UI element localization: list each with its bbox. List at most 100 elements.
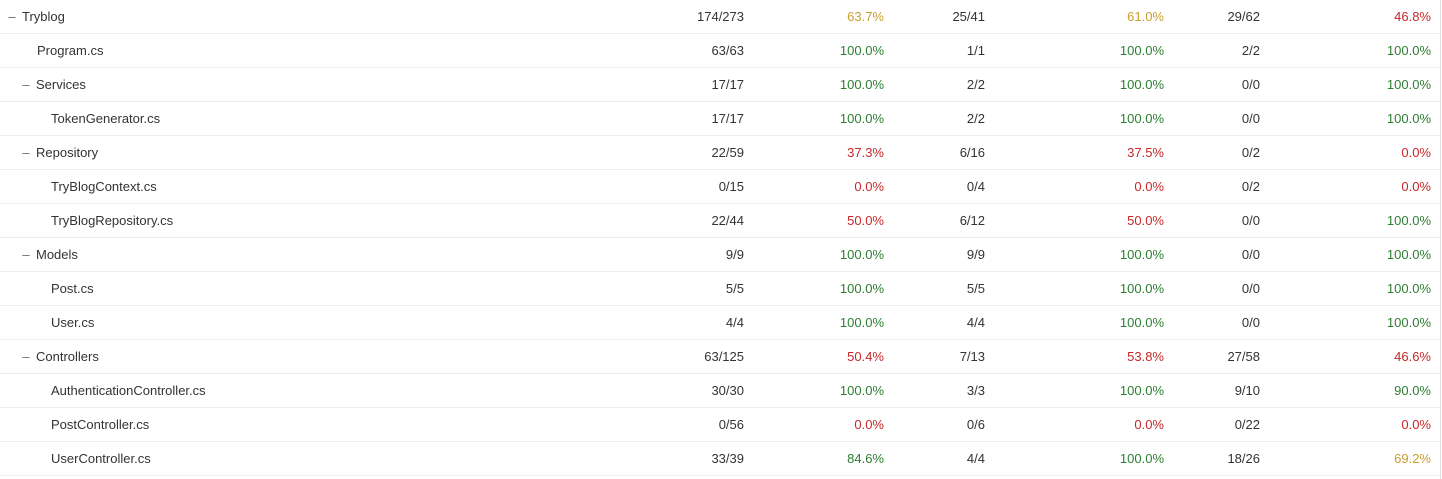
methods-covered: 2/2 <box>1241 43 1260 58</box>
branches-covered: 2/2 <box>966 77 985 92</box>
branches-covered: 0/4 <box>966 179 985 194</box>
methods-covered: 18/26 <box>1227 451 1260 466</box>
branches-percent: 0.0% <box>1134 417 1164 432</box>
lines-percent: 100.0% <box>839 111 884 126</box>
row-name-cell: User.cs <box>51 306 94 339</box>
lines-covered: 9/9 <box>725 247 744 262</box>
branches-percent: 100.0% <box>1119 111 1164 126</box>
branches-percent: 100.0% <box>1119 247 1164 262</box>
row-name-label: Models <box>36 247 78 262</box>
branches-covered: 4/4 <box>966 451 985 466</box>
table-row[interactable]: TryBlogRepository.cs 22/44 50.0% 6/12 50.0% 0… <box>0 204 1440 238</box>
branches-percent: 61.0% <box>1127 9 1164 24</box>
table-row[interactable]: AuthenticationController.cs 30/30 100.0% 3/… <box>0 374 1440 408</box>
methods-covered: 0/0 <box>1241 247 1260 262</box>
row-name-label: TokenGenerator.cs <box>51 111 161 126</box>
row-name-cell: PostController.cs <box>51 408 149 441</box>
methods-covered: 0/0 <box>1241 77 1260 92</box>
lines-covered: 0/15 <box>718 179 744 194</box>
branches-percent: 100.0% <box>1119 451 1164 466</box>
collapse-toggle-icon[interactable]: – <box>22 349 30 364</box>
branches-percent: 100.0% <box>1119 281 1164 296</box>
lines-percent: 50.0% <box>847 213 884 228</box>
table-row[interactable]: – Models 9/9 100.0% 9/9 100.0% 0/0 100.0% <box>0 238 1440 272</box>
table-row[interactable]: Program.cs 63/63 100.0% 1/1 100.0% 2/2 100.0% <box>0 34 1440 68</box>
branches-percent: 0.0% <box>1134 179 1164 194</box>
methods-covered: 0/2 <box>1241 179 1260 194</box>
lines-percent: 50.4% <box>847 349 884 364</box>
row-name-label: Program.cs <box>37 43 104 58</box>
methods-percent: 100.0% <box>1386 315 1431 330</box>
methods-percent: 69.2% <box>1394 451 1431 466</box>
table-row[interactable]: PostController.cs 0/56 0.0% 0/6 0.0% 0/22 0.0% <box>0 408 1440 442</box>
methods-percent: 100.0% <box>1386 247 1431 262</box>
lines-covered: 33/39 <box>711 451 744 466</box>
methods-percent: 100.0% <box>1386 43 1431 58</box>
table-row[interactable]: UserController.cs 33/39 84.6% 4/4 100.0% 18/2… <box>0 442 1440 476</box>
lines-percent: 37.3% <box>847 145 884 160</box>
methods-percent: 0.0% <box>1401 179 1431 194</box>
row-name-cell: Post.cs <box>51 272 94 305</box>
branches-covered: 1/1 <box>966 43 985 58</box>
table-row[interactable]: – Repository 22/59 37.3% 6/16 37.5% 0/2 0.0% <box>0 136 1440 170</box>
lines-covered: 5/5 <box>725 281 744 296</box>
vertical-divider <box>1440 0 1441 479</box>
row-name-cell: Program.cs <box>37 34 103 67</box>
row-name-label: Controllers <box>36 349 99 364</box>
lines-percent: 100.0% <box>839 315 884 330</box>
table-row[interactable]: – Tryblog 174/273 63.7% 25/41 61.0% 29/62 46.8% <box>0 0 1440 34</box>
methods-covered: 29/62 <box>1227 9 1260 24</box>
row-name-cell: AuthenticationController.cs <box>51 374 206 407</box>
row-name-cell: TryBlogRepository.cs <box>51 204 173 237</box>
methods-percent: 100.0% <box>1386 281 1431 296</box>
row-name-label: User.cs <box>51 315 95 330</box>
lines-percent: 100.0% <box>839 77 884 92</box>
branches-percent: 37.5% <box>1127 145 1164 160</box>
row-name-cell: – Repository <box>21 136 98 169</box>
row-name-cell: – Controllers <box>21 340 99 373</box>
row-name-label: Post.cs <box>51 281 94 296</box>
methods-percent: 100.0% <box>1386 111 1431 126</box>
branches-covered: 7/13 <box>959 349 985 364</box>
lines-percent: 100.0% <box>839 281 884 296</box>
row-name-label: AuthenticationController.cs <box>51 383 206 398</box>
methods-percent: 90.0% <box>1394 383 1431 398</box>
collapse-toggle-icon[interactable]: – <box>22 77 30 92</box>
lines-covered: 17/17 <box>711 77 744 92</box>
collapse-toggle-icon[interactable]: – <box>8 9 16 24</box>
methods-covered: 9/10 <box>1234 383 1260 398</box>
methods-percent: 100.0% <box>1386 77 1431 92</box>
row-name-cell: – Services <box>21 68 85 101</box>
methods-covered: 0/2 <box>1241 145 1260 160</box>
branches-covered: 4/4 <box>966 315 985 330</box>
lines-percent: 0.0% <box>854 417 884 432</box>
methods-covered: 27/58 <box>1227 349 1260 364</box>
table-row[interactable]: – Controllers 63/125 50.4% 7/13 53.8% 27/58 46.… <box>0 340 1440 374</box>
lines-covered: 22/44 <box>711 213 744 228</box>
table-row[interactable]: Post.cs 5/5 100.0% 5/5 100.0% 0/0 100.0% <box>0 272 1440 306</box>
table-row[interactable]: – Services 17/17 100.0% 2/2 100.0% 0/0 100.0% <box>0 68 1440 102</box>
table-row[interactable]: User.cs 4/4 100.0% 4/4 100.0% 0/0 100.0% <box>0 306 1440 340</box>
branches-percent: 100.0% <box>1119 383 1164 398</box>
row-name-label: PostController.cs <box>51 417 150 432</box>
branches-covered: 6/12 <box>959 213 985 228</box>
lines-covered: 0/56 <box>718 417 744 432</box>
branches-covered: 6/16 <box>959 145 985 160</box>
methods-covered: 0/0 <box>1241 281 1260 296</box>
collapse-toggle-icon[interactable]: – <box>22 247 30 262</box>
row-name-label: TryBlogRepository.cs <box>51 213 174 228</box>
table-row[interactable]: TryBlogContext.cs 0/15 0.0% 0/4 0.0% 0/2 0.0% <box>0 170 1440 204</box>
branches-covered: 0/6 <box>966 417 985 432</box>
table-row[interactable]: TokenGenerator.cs 17/17 100.0% 2/2 100.0% 0/0… <box>0 102 1440 136</box>
lines-covered: 4/4 <box>725 315 744 330</box>
methods-covered: 0/0 <box>1241 213 1260 228</box>
lines-percent: 63.7% <box>847 9 884 24</box>
branches-covered: 3/3 <box>966 383 985 398</box>
collapse-toggle-icon[interactable]: – <box>22 145 30 160</box>
row-name-cell: – Models <box>21 238 78 271</box>
lines-percent: 84.6% <box>847 451 884 466</box>
row-name-cell: UserController.cs <box>51 442 151 475</box>
lines-percent: 0.0% <box>854 179 884 194</box>
methods-covered: 0/22 <box>1234 417 1260 432</box>
